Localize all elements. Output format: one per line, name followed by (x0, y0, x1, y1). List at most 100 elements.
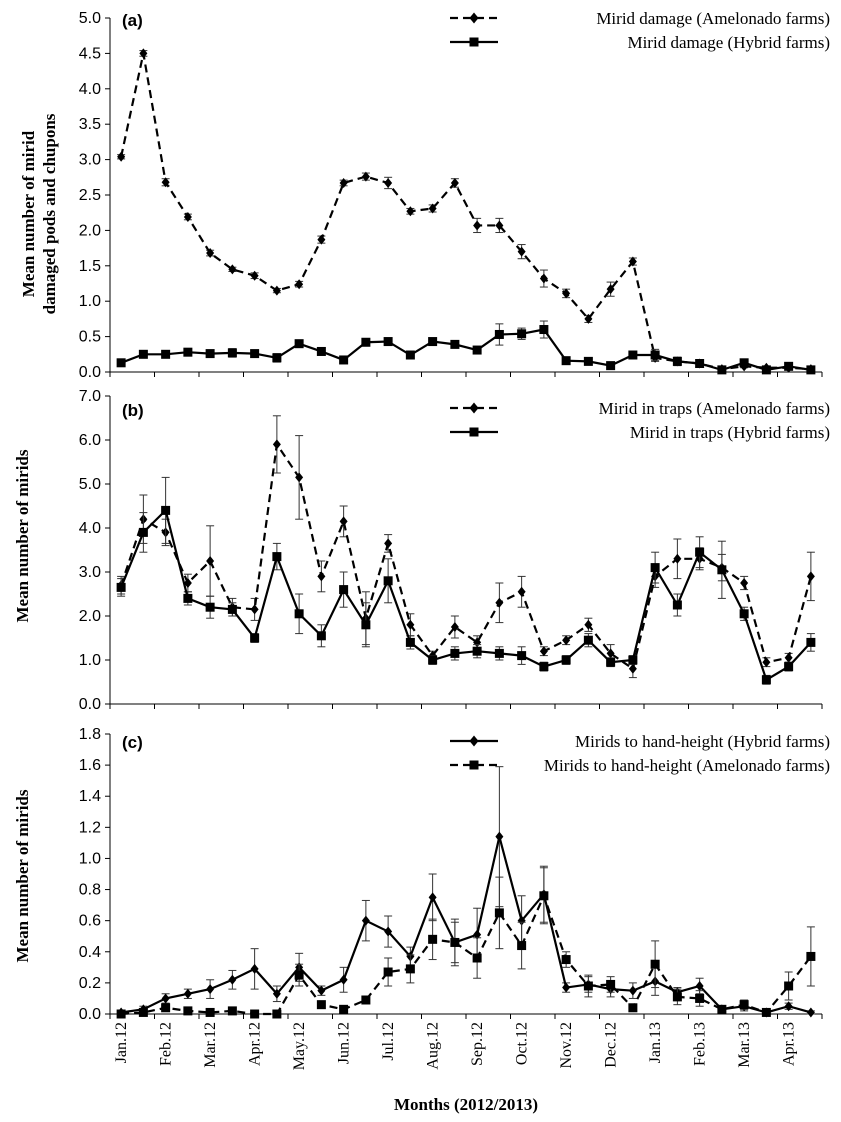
data-point (161, 349, 171, 359)
data-point (384, 538, 393, 549)
data-point (784, 361, 794, 371)
data-point (183, 1006, 193, 1016)
series-2 (116, 867, 816, 1019)
data-point (295, 472, 304, 483)
y-tick-label: 0.0 (79, 1006, 101, 1023)
data-point (806, 365, 816, 375)
data-point (227, 348, 237, 358)
y-tick-label: 1.0 (79, 652, 101, 669)
data-point (384, 926, 393, 937)
data-point (494, 329, 504, 339)
x-axis-title: Months (2012/2013) (394, 1095, 538, 1114)
data-point (272, 552, 282, 562)
data-point (116, 1009, 126, 1019)
data-point (450, 339, 460, 349)
data-point (183, 578, 192, 588)
series-1 (117, 415, 815, 679)
month-tick-label: Apr.13 (781, 1022, 798, 1066)
data-point (606, 284, 615, 295)
month-tick-label: Mar.12 (202, 1022, 219, 1068)
data-point (628, 663, 637, 674)
month-tick-label: Feb.12 (158, 1022, 175, 1066)
y-tick-label: 1.0 (79, 293, 101, 310)
y-tick-label: 3.5 (79, 116, 101, 133)
data-point (138, 349, 148, 359)
data-point (384, 177, 393, 188)
y-tick-label: 0.2 (79, 975, 101, 992)
y-tick-label: 5.0 (79, 476, 101, 493)
data-point (339, 516, 348, 527)
data-point (383, 576, 393, 586)
data-point (584, 619, 593, 630)
data-point (517, 915, 526, 926)
data-point (428, 655, 438, 665)
data-point (784, 981, 794, 991)
data-point (762, 657, 771, 668)
y-tick-label: 5.0 (79, 10, 101, 27)
legend-swatch-marker (469, 402, 479, 414)
data-point (183, 593, 193, 603)
data-point (138, 1007, 148, 1017)
data-point (673, 553, 682, 564)
month-tick-label: Sep.12 (469, 1022, 486, 1066)
y-tick-label: 4.5 (79, 45, 101, 62)
data-point (250, 270, 259, 281)
data-point (405, 964, 415, 974)
data-point (361, 171, 370, 182)
data-point (584, 313, 593, 324)
data-point (539, 662, 549, 672)
data-point (806, 951, 816, 961)
data-point (628, 985, 637, 996)
data-point (161, 177, 170, 188)
legend-entry: Mirid damage (Hybrid farms) (627, 33, 830, 52)
legend: Mirid damage (Amelonado farms) Mirid dama… (450, 9, 830, 52)
data-point (628, 655, 638, 665)
y-tick-label: 0.6 (79, 913, 101, 930)
data-point (339, 974, 348, 985)
data-point (450, 648, 460, 658)
data-point (806, 571, 815, 582)
data-point (650, 959, 660, 969)
data-point (562, 982, 571, 993)
data-point (406, 206, 415, 217)
data-point (117, 151, 126, 162)
data-point (250, 633, 260, 643)
data-point (139, 48, 148, 59)
legend-swatch-marker (469, 12, 479, 24)
data-point (561, 356, 571, 366)
legend: Mirid in traps (Amelonado farms) Mirid in… (450, 399, 830, 442)
legend: Mirids to hand-height (Hybrid farms) Miri… (450, 732, 830, 775)
month-tick-label: May.12 (291, 1022, 308, 1070)
data-point (517, 246, 526, 257)
data-point (517, 651, 527, 661)
data-point (183, 211, 192, 222)
data-point (428, 934, 438, 944)
data-point (717, 365, 727, 375)
data-point (272, 439, 281, 450)
data-point (405, 637, 415, 647)
data-point (316, 1000, 326, 1010)
data-point (183, 347, 193, 357)
data-point (784, 1001, 793, 1012)
series-line (120, 441, 812, 671)
data-point (539, 646, 548, 657)
panel-a-label: (a) (122, 11, 143, 30)
data-point (250, 349, 260, 359)
data-point (539, 891, 549, 901)
data-point (561, 955, 571, 965)
data-point (317, 571, 326, 582)
y-tick-label: 1.0 (79, 850, 101, 867)
data-point (206, 248, 215, 259)
series-line (121, 892, 812, 1016)
panel-c-chart: (c) Mean number of mirids 0.0 0.2 0.4 0.6 0.… (13, 726, 830, 1023)
data-point (250, 1009, 260, 1019)
y-tick-label: 2.5 (79, 187, 101, 204)
data-point (361, 620, 371, 630)
data-point (583, 635, 593, 645)
data-point (650, 563, 660, 573)
data-point (784, 662, 794, 672)
data-point (472, 953, 482, 963)
panel-b-chart: (b) Mean number of mirids 0.0 1.0 2.0 3.0 4.… (13, 388, 830, 713)
data-point (316, 346, 326, 356)
data-point (562, 288, 571, 299)
